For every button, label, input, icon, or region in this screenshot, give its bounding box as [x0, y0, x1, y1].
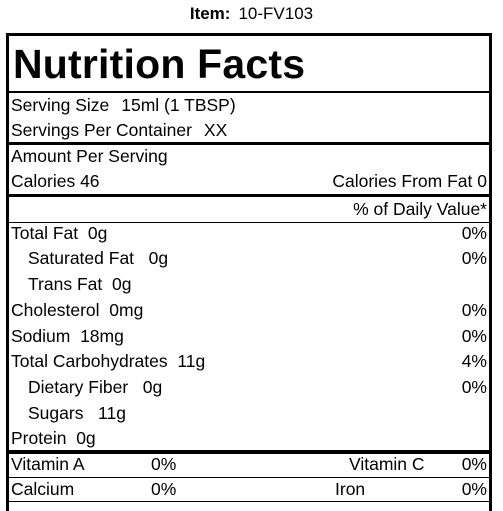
nutrient-label: Saturated Fat — [28, 248, 135, 268]
panel-title: Nutrition Facts — [13, 41, 306, 87]
nutrient-daily-value: 0% — [461, 223, 487, 243]
nutrient-daily-value: 0% — [461, 300, 487, 320]
vitamin-label: Calcium — [11, 479, 75, 499]
vitamin-row: Calcium 0% Iron 0% — [11, 477, 487, 502]
nutrient-label: Trans Fat — [28, 274, 103, 294]
calories-label: Calories — [11, 171, 76, 191]
vitamin-value: 0% — [461, 454, 487, 474]
servings-per-container-label: Servings Per Container — [11, 120, 192, 140]
divider — [9, 91, 489, 93]
divider — [9, 477, 489, 478]
daily-value-header: % of Daily Value* — [353, 199, 487, 219]
nutrient-label: Dietary Fiber — [28, 377, 129, 397]
daily-value-header-row: % of Daily Value* — [11, 197, 487, 222]
servings-per-container-row: Servings Per Container XX — [11, 118, 487, 143]
nutrient-row: Sugars 11g — [11, 401, 487, 426]
nutrient-daily-value: 0% — [461, 248, 487, 268]
nutrient-label: Total Carbohydrates — [11, 351, 168, 371]
servings-per-container-value: XX — [203, 120, 228, 140]
nutrient-row: Total Carbohydrates 11g 4% — [11, 349, 487, 374]
nutrient-daily-value: 4% — [461, 351, 487, 371]
nutrient-amount: 0mg — [109, 300, 144, 320]
nutrient-row: Protein 0g — [11, 426, 487, 451]
nutrient-label: Cholesterol — [11, 300, 100, 320]
nutrient-amount: 0g — [142, 377, 163, 397]
vitamin-value: 0% — [461, 479, 487, 499]
nutrition-facts-panel: Nutrition Facts Serving Size 15ml (1 TBSP… — [6, 33, 492, 511]
vitamin-label: Vitamin C — [349, 454, 425, 474]
vitamin-label: Iron — [335, 479, 366, 499]
nutrient-amount: 0g — [87, 223, 108, 243]
amount-per-serving-label: Amount Per Serving — [11, 146, 168, 166]
nutrient-row: Cholesterol 0mg 0% — [11, 298, 487, 323]
nutrient-label: Sugars — [28, 403, 84, 423]
nutrient-label: Protein — [11, 428, 67, 448]
nutrient-amount: 11g — [98, 403, 126, 423]
calories-from-fat-value: 0 — [477, 171, 487, 191]
vitamin-value: 0% — [151, 479, 177, 499]
vitamin-label: Vitamin A — [11, 454, 85, 474]
item-label: Item: — [189, 4, 231, 23]
vitamin-value: 0% — [151, 454, 177, 474]
nutrient-label: Sodium — [11, 326, 71, 346]
serving-size-row: Serving Size 15ml (1 TBSP) — [11, 93, 487, 118]
calories-value: 46 — [80, 171, 100, 191]
nutrient-daily-value: 0% — [461, 326, 487, 346]
nutrient-row: Trans Fat 0g — [11, 272, 487, 297]
item-value: 10-FV103 — [238, 4, 314, 23]
calories-row: Calories 46 Calories From Fat 0 — [11, 169, 487, 194]
nutrient-amount: 0g — [148, 248, 169, 268]
nutrient-row: Total Fat 0g 0% — [11, 221, 487, 246]
divider — [9, 501, 489, 502]
nutrient-amount: 0g — [76, 428, 96, 448]
divider — [9, 450, 489, 454]
amount-per-serving-row: Amount Per Serving — [11, 144, 487, 169]
nutrient-amount: 18mg — [80, 326, 124, 346]
divider — [9, 222, 489, 223]
nutrient-row: Saturated Fat 0g 0% — [11, 246, 487, 271]
nutrient-daily-value: 0% — [461, 377, 487, 397]
calories-from-fat-label: Calories From Fat — [332, 171, 473, 191]
nutrient-row: Dietary Fiber 0g 0% — [11, 375, 487, 400]
nutrient-amount: 11g — [177, 351, 206, 371]
item-line: Item: 10-FV103 — [0, 4, 503, 24]
nutrient-amount: 0g — [111, 274, 132, 294]
vitamin-row: Vitamin A 0% Vitamin C 0% — [11, 452, 487, 477]
serving-size-label: Serving Size — [11, 95, 110, 115]
nutrient-row: Sodium 18mg 0% — [11, 324, 487, 349]
nutrient-label: Total Fat — [11, 223, 79, 243]
serving-size-value: 15ml (1 TBSP) — [121, 95, 236, 115]
divider — [9, 142, 489, 145]
divider — [9, 194, 489, 197]
